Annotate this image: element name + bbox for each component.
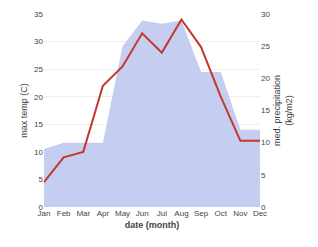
svg-text:35: 35 <box>34 10 43 19</box>
svg-text:Nov: Nov <box>233 209 247 218</box>
svg-text:5: 5 <box>261 171 266 180</box>
svg-text:15: 15 <box>261 106 270 115</box>
svg-text:max temp (C): max temp (C) <box>19 83 29 138</box>
svg-text:0: 0 <box>261 203 266 212</box>
svg-text:May: May <box>115 209 130 218</box>
svg-text:Mar: Mar <box>76 209 90 218</box>
svg-text:Dec: Dec <box>253 209 267 218</box>
svg-text:Jan: Jan <box>38 209 51 218</box>
svg-text:10: 10 <box>261 138 270 147</box>
svg-text:Sep: Sep <box>194 209 209 218</box>
svg-text:med. precipitation(kg/m2): med. precipitation(kg/m2) <box>272 75 294 146</box>
svg-text:Apr: Apr <box>97 209 110 218</box>
svg-text:Aug: Aug <box>174 209 188 218</box>
svg-text:15: 15 <box>34 120 43 129</box>
svg-text:Feb: Feb <box>57 209 71 218</box>
svg-text:20: 20 <box>261 74 270 83</box>
svg-text:Jul: Jul <box>157 209 167 218</box>
svg-text:30: 30 <box>261 10 270 19</box>
svg-text:Jun: Jun <box>136 209 149 218</box>
svg-text:20: 20 <box>34 93 43 102</box>
svg-text:5: 5 <box>39 175 44 184</box>
svg-text:30: 30 <box>34 37 43 46</box>
svg-text:Oct: Oct <box>215 209 228 218</box>
svg-text:10: 10 <box>34 148 43 157</box>
svg-text:25: 25 <box>34 65 43 74</box>
svg-text:0: 0 <box>39 203 44 212</box>
svg-text:25: 25 <box>261 42 270 51</box>
svg-text:date (month): date (month) <box>125 220 180 230</box>
